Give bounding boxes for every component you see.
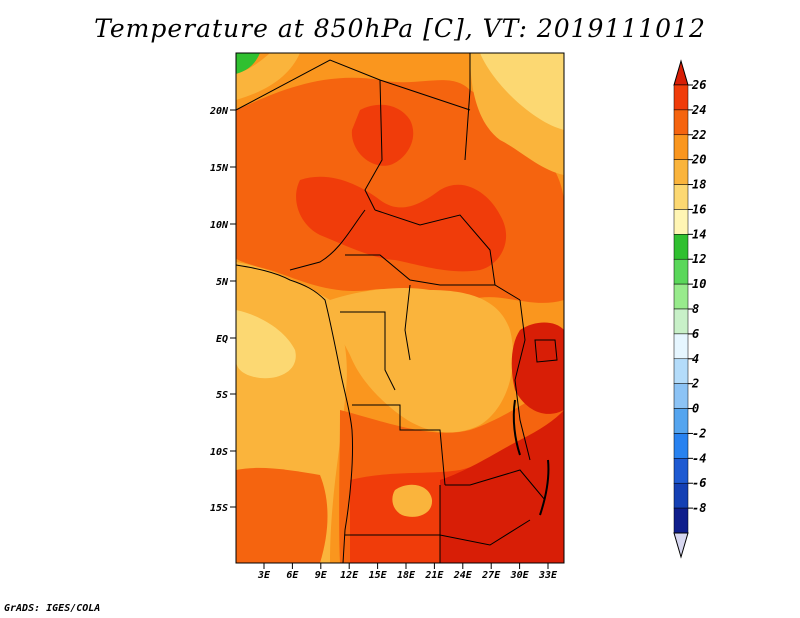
border-congo-1 [340, 311, 396, 391]
border-north-3 [464, 53, 471, 161]
lon-label: 15E [369, 570, 388, 581]
field-nw-green [236, 53, 260, 74]
colorbar-swatch [673, 159, 689, 185]
field-north-warm [296, 176, 507, 272]
lat-label: EQ [216, 334, 228, 345]
colorbar-swatch [673, 84, 689, 111]
colorbar-label: 14 [692, 227, 706, 241]
colorbar-swatch [673, 109, 689, 136]
lon-label: 12E [340, 570, 359, 581]
colorbar-label: 18 [692, 178, 706, 192]
border-central-2 [374, 209, 496, 286]
colorbar-swatch [673, 258, 689, 285]
colorbar-label: 12 [692, 252, 706, 266]
colorbar-label: 26 [691, 78, 706, 92]
border-north-1 [236, 59, 471, 111]
lon-label: 3E [257, 570, 271, 581]
lon-label: 27E [481, 570, 501, 581]
map-title: Temperature at 850hPa [C], VT: 201911101… [94, 14, 706, 43]
latitude-axis: 20N 15N 10N 5N EQ 5S 10S 15S [209, 106, 236, 514]
lon-label: 33E [538, 570, 558, 581]
field-northeast-coolest [480, 53, 564, 130]
border-south-1 [352, 404, 446, 486]
colorbar-label: -2 [692, 426, 706, 440]
colorbar-swatch [673, 209, 689, 235]
field-nw-light [236, 53, 300, 100]
border-car [345, 254, 521, 301]
colorbar-label: 10 [692, 277, 706, 291]
colorbar-swatch [673, 134, 689, 160]
border-central-1 [289, 209, 366, 271]
field-atlantic-light [236, 310, 296, 379]
colorbar-label: 4 [692, 352, 699, 366]
colorbar-swatch [673, 283, 689, 310]
colorbar-swatch [673, 458, 689, 484]
lon-label: 6E [286, 570, 299, 581]
field-north-hot [351, 104, 414, 166]
map-frame [235, 52, 565, 564]
lon-label: 18E [397, 570, 416, 581]
country-borders [236, 53, 558, 563]
border-north-2 [364, 79, 383, 211]
colorbar-swatch [673, 358, 689, 384]
colorbar-swatch [673, 433, 689, 459]
colorbar-label: 20 [691, 153, 706, 167]
colorbar-label: -8 [692, 501, 706, 515]
colorbar-swatch [673, 383, 689, 409]
field-congo [330, 288, 514, 433]
coastline-west [236, 264, 354, 563]
lake-tanganyika [512, 399, 521, 456]
colorbar-label: 6 [692, 327, 699, 341]
lake-malawi [539, 459, 550, 516]
lon-label: 30E [510, 570, 530, 581]
colorbar-swatch [673, 482, 689, 509]
colorbar-swatch [673, 507, 689, 534]
field-east-rift-hot [511, 322, 564, 414]
colorbar-bottom-triangle [673, 532, 689, 559]
lon-label: 24E [453, 570, 473, 581]
colorbar-label: 2 [691, 377, 699, 391]
lat-label: 10S [210, 447, 228, 458]
colorbar-swatch [673, 308, 689, 335]
border-east-rift [514, 299, 531, 461]
colorbar-label: 22 [691, 128, 706, 142]
border-south-2 [445, 469, 546, 501]
lon-label: 9E [315, 570, 328, 581]
colorbar-label: 24 [691, 103, 706, 117]
field-south-inner-light [392, 484, 433, 517]
lat-label: 5S [216, 390, 228, 401]
lon-label: 21E [424, 570, 444, 581]
field-south-hottest [440, 410, 564, 563]
colorbar-swatch [673, 184, 689, 210]
colorbar-swatch [673, 234, 689, 260]
lake-victoria [534, 339, 558, 363]
lat-label: 20N [209, 106, 229, 117]
colorbar-top-triangle [673, 59, 689, 86]
border-congo-2 [404, 284, 411, 361]
lat-label: 10N [210, 220, 229, 231]
lat-label: 15N [210, 163, 229, 174]
temperature-field [236, 53, 564, 563]
longitude-axis: 3E 6E 9E 12E 15E 18E 21E 24E 27E 30E 33E [257, 563, 558, 581]
colorbar-label: 16 [692, 202, 706, 216]
colorbar-label: 0 [692, 402, 699, 416]
lat-label: 15S [210, 503, 228, 514]
lat-label: 5N [216, 277, 229, 288]
colorbar-label: 8 [692, 302, 699, 316]
colorbar-label: -4 [692, 451, 706, 465]
colorbar-label: -6 [692, 476, 706, 490]
field-southwest-band [236, 467, 328, 563]
colorbar-swatch [673, 333, 689, 360]
border-south-3 [345, 519, 531, 546]
grads-credit: GrADS: IGES/COLA [4, 603, 101, 614]
colorbar-swatch [673, 408, 689, 434]
